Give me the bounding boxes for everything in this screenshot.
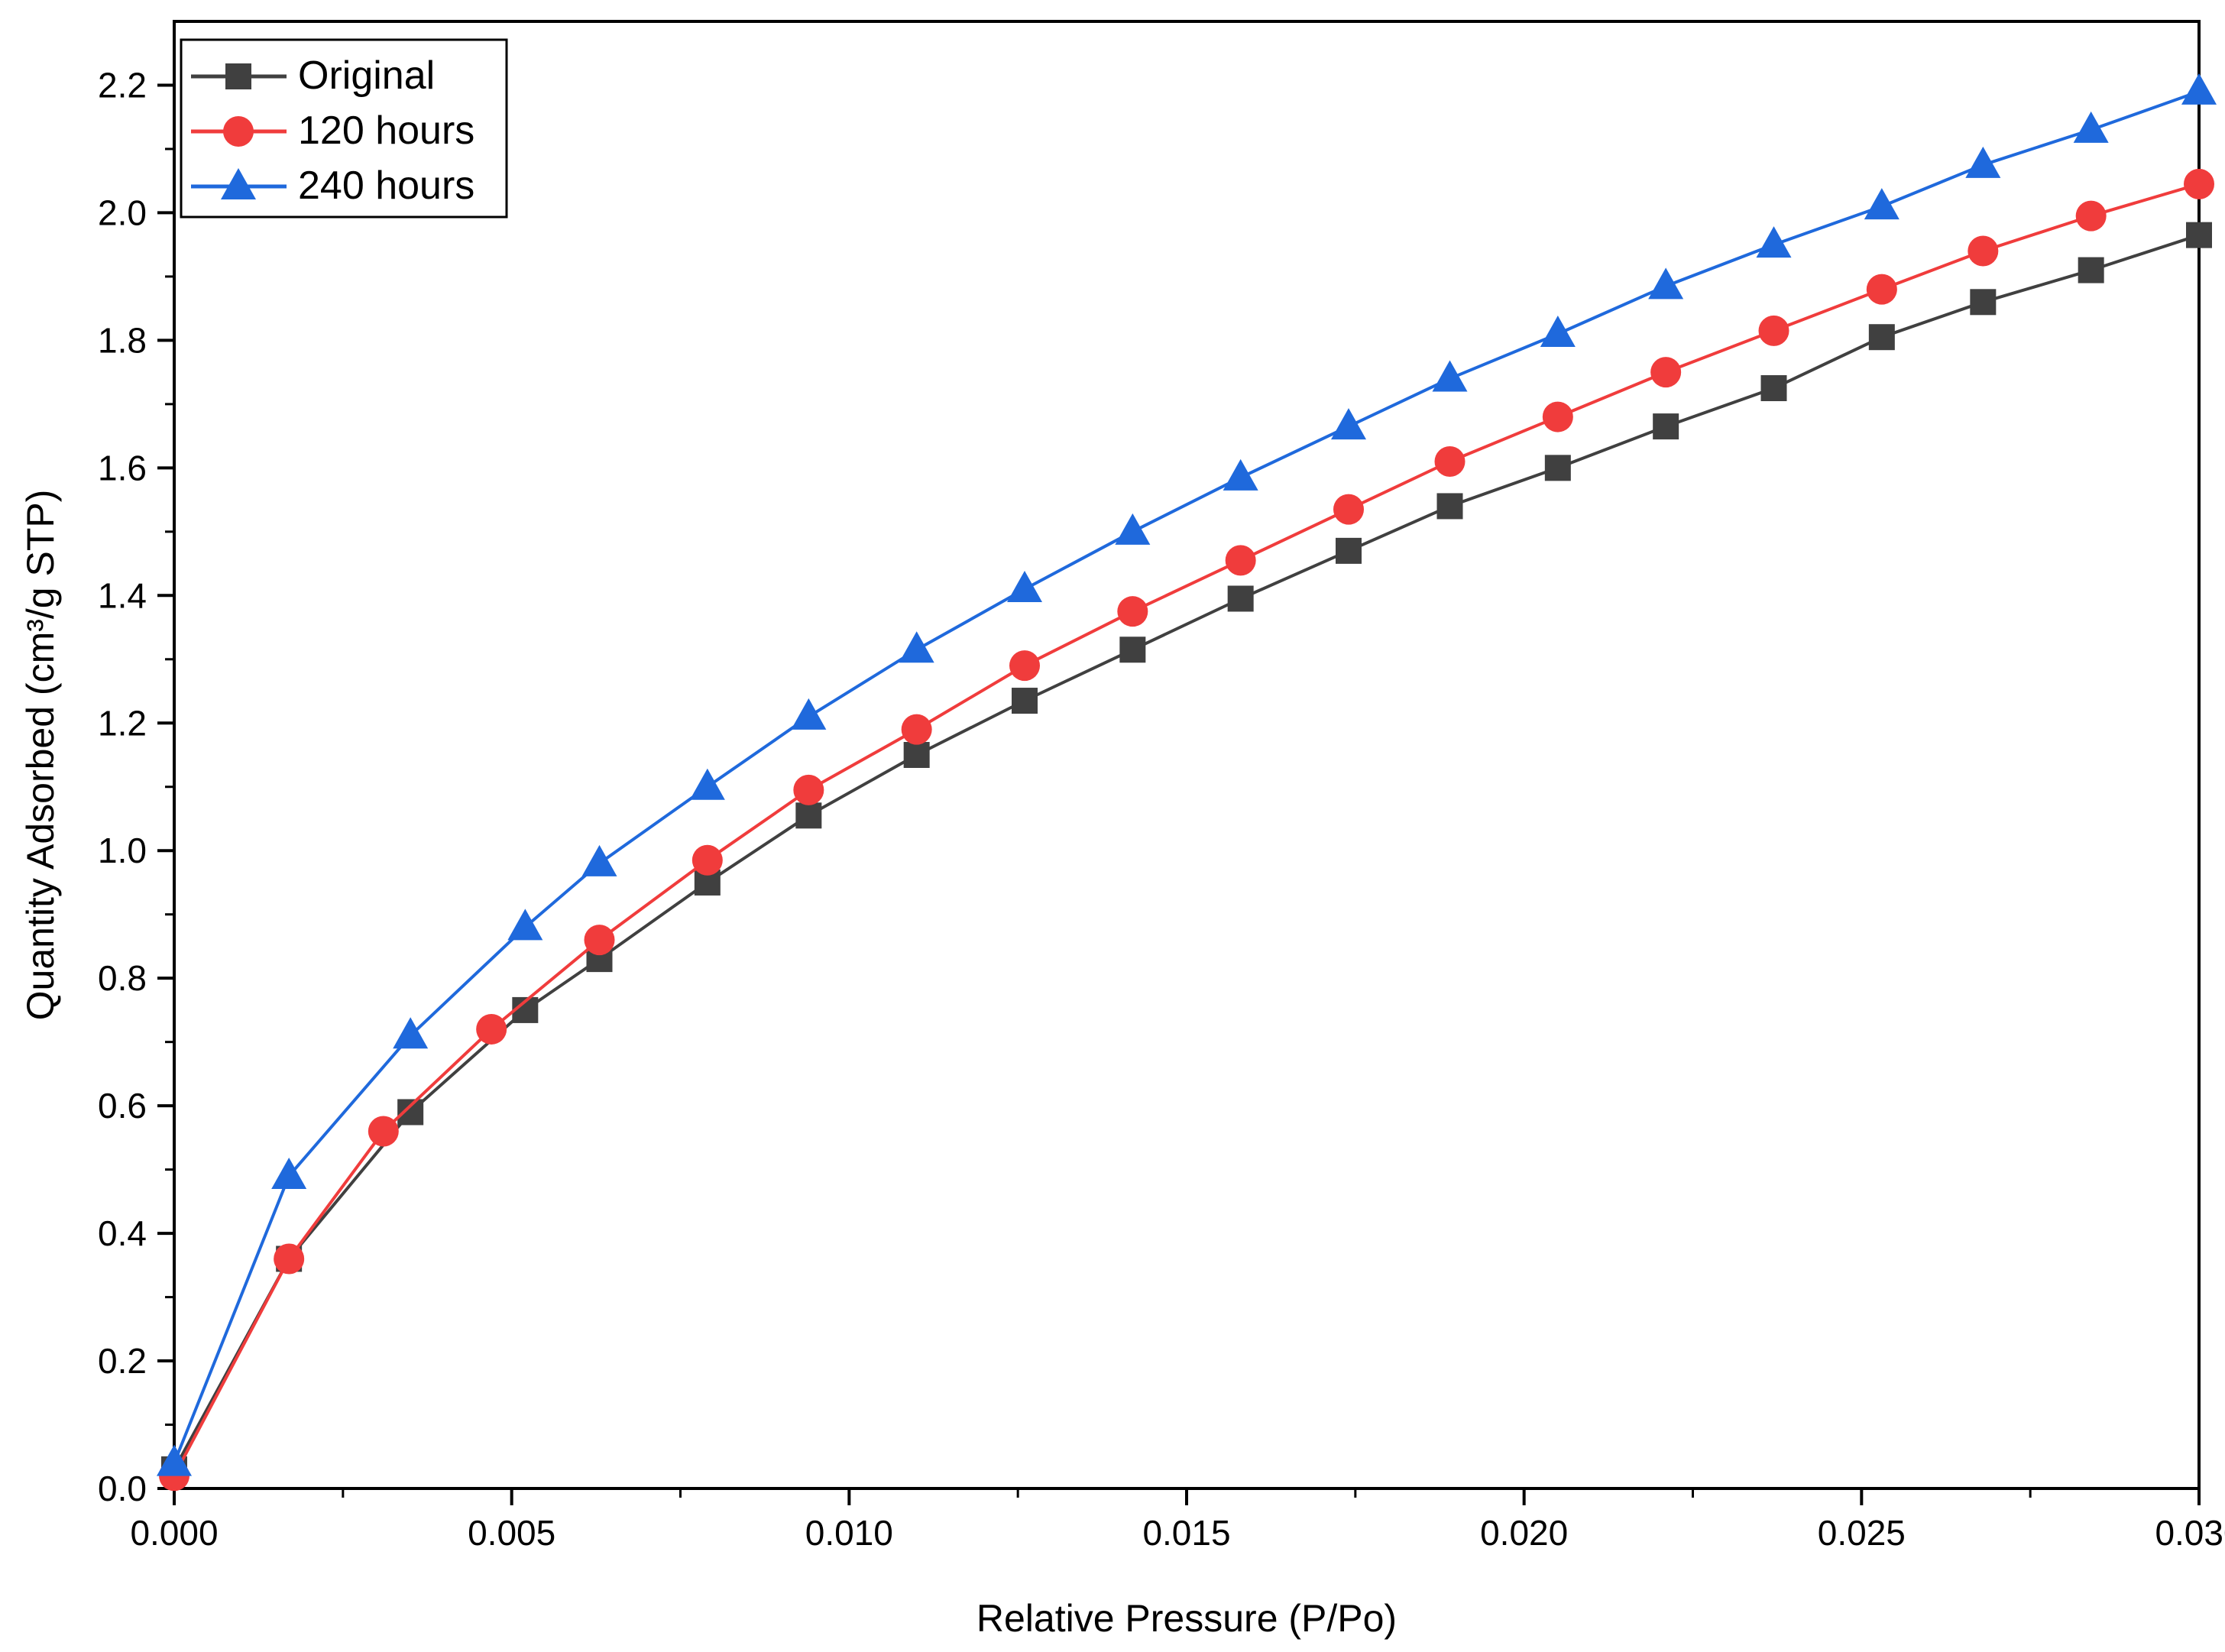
y-tick-label: 2.0: [98, 193, 147, 232]
data-point-120-hours: [793, 774, 824, 805]
x-axis-title: Relative Pressure (P/Po): [976, 1597, 1397, 1640]
x-tick-label: 0.005: [468, 1513, 555, 1553]
y-tick-label: 1.4: [98, 575, 147, 615]
data-point-120-hours: [368, 1116, 399, 1147]
data-point-240-hours: [157, 1444, 192, 1476]
data-point-120-hours: [476, 1013, 507, 1045]
y-axis: 0.0 0.2 0.4 0.6 0.8 1.0 1.2 1.4 1.6 1.8 2.0 2.2: [98, 65, 174, 1508]
data-point-120-hours: [1009, 650, 1040, 682]
legend-label-240-hours: 240 hours: [298, 164, 474, 208]
x-tick-label: 0.020: [1480, 1513, 1568, 1553]
data-point-240-hours: [507, 909, 543, 941]
data-point-240-hours: [1115, 513, 1151, 545]
y-tick-label: 0.4: [98, 1213, 147, 1253]
data-point-240-hours: [1965, 146, 2001, 178]
data-point-original: [397, 1099, 424, 1126]
data-point-240-hours: [581, 844, 617, 876]
x-tick-label: 0.000: [130, 1513, 218, 1553]
legend-marker-120-hours: [223, 116, 254, 147]
y-tick-label: 0.0: [98, 1469, 147, 1508]
data-point-240-hours: [1648, 267, 1684, 300]
data-point-original: [1653, 413, 1679, 440]
x-axis: 0.000 0.005 0.010 0.015 0.020 0.025 0.030: [130, 1488, 2225, 1553]
data-point-original: [795, 802, 822, 829]
y-tick-label: 1.6: [98, 448, 147, 488]
data-point-original: [1436, 493, 1463, 520]
series-line-original: [173, 233, 2200, 1470]
data-point-original: [1012, 688, 1038, 714]
data-point-120-hours: [1225, 545, 1256, 576]
data-point-120-hours: [1542, 401, 1573, 432]
data-point-240-hours: [271, 1157, 307, 1189]
legend: Original 120 hours 240 hours: [180, 38, 508, 219]
legend-marker-original: [225, 63, 251, 89]
legend-marker-240-hours: [221, 168, 256, 199]
data-point-original: [1336, 537, 1362, 564]
data-point-original: [1970, 289, 1997, 316]
data-point-120-hours: [1117, 596, 1148, 627]
x-tick-label: 0.030: [2155, 1513, 2225, 1553]
data-point-120-hours: [1650, 357, 1682, 388]
data-point-120-hours: [1968, 235, 1999, 267]
data-point-120-hours: [584, 925, 615, 956]
data-point-120-hours: [901, 714, 932, 745]
data-point-240-hours: [1007, 570, 1042, 602]
data-point-240-hours: [1331, 408, 1366, 440]
data-point-240-hours: [2181, 73, 2217, 105]
data-point-120-hours: [1434, 446, 1466, 477]
y-tick-label: 0.6: [98, 1086, 147, 1126]
data-point-240-hours: [393, 1017, 429, 1049]
data-point-original: [2078, 257, 2104, 283]
data-point-original: [1544, 455, 1571, 481]
plot-frame: [173, 20, 2201, 1490]
x-tick-label: 0.015: [1142, 1513, 1230, 1553]
data-point-original: [1868, 324, 1895, 351]
data-point-original: [1227, 585, 1254, 612]
legend-marks: [191, 63, 287, 199]
data-point-240-hours: [1223, 458, 1258, 491]
y-axis-title: Quantity Adsorbed (cm³/g STP): [19, 490, 62, 1021]
series-120-hours: [159, 168, 2214, 1492]
data-point-240-hours: [1432, 360, 1468, 392]
series-layer: [157, 73, 2217, 1492]
data-point-240-hours: [1756, 226, 1792, 258]
y-tick-label: 1.8: [98, 320, 147, 360]
data-point-original: [1119, 637, 1146, 663]
x-tick-label: 0.010: [805, 1513, 893, 1553]
x-tick-label: 0.025: [1818, 1513, 1906, 1553]
data-point-120-hours: [1866, 274, 1897, 305]
series-240-hours: [157, 73, 2217, 1476]
y-tick-label: 0.8: [98, 958, 147, 998]
y-tick-label: 0.2: [98, 1341, 147, 1381]
data-point-120-hours: [2075, 200, 2107, 232]
data-point-120-hours: [274, 1243, 305, 1275]
series-original: [161, 222, 2212, 1482]
data-point-240-hours: [689, 768, 725, 800]
data-point-original: [1760, 375, 1787, 401]
legend-label-original: Original: [298, 53, 435, 98]
data-point-120-hours: [1758, 315, 1789, 346]
data-point-120-hours: [1333, 494, 1364, 525]
data-point-240-hours: [2073, 111, 2109, 143]
data-point-240-hours: [899, 631, 934, 663]
data-point-120-hours: [2184, 168, 2214, 199]
legend-label-120-hours: 120 hours: [298, 109, 474, 153]
data-point-240-hours: [791, 698, 827, 730]
data-point-original: [903, 742, 930, 768]
data-point-120-hours: [691, 844, 723, 876]
data-point-240-hours: [1864, 188, 1900, 220]
series-line-240-hours: [173, 89, 2200, 1464]
y-tick-label: 2.2: [98, 65, 147, 105]
series-line-120-hours: [173, 182, 2200, 1477]
data-point-original: [2186, 222, 2212, 248]
y-tick-label: 1.2: [98, 703, 147, 743]
data-point-240-hours: [1540, 316, 1576, 348]
y-tick-label: 1.0: [98, 831, 147, 870]
